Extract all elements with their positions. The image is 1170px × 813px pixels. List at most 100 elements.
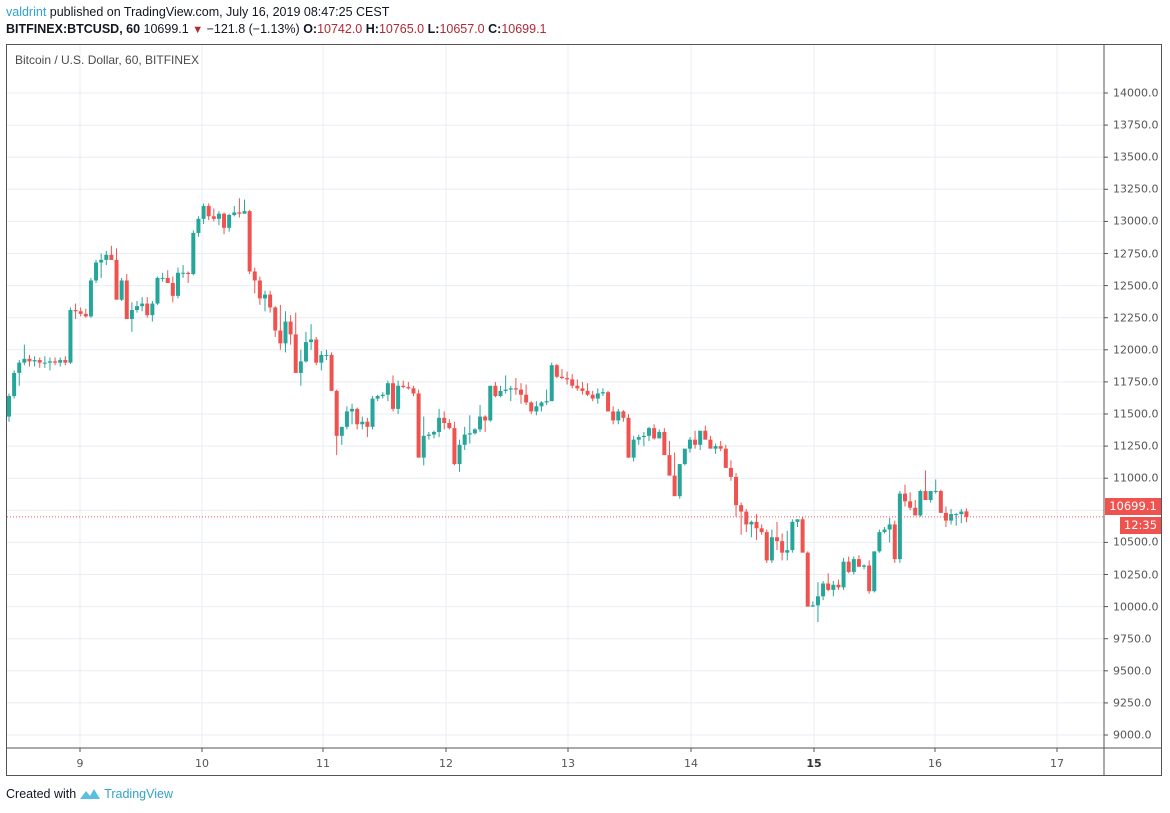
chart-legend: Bitcoin / U.S. Dollar, 60, BITFINEX [15, 53, 200, 67]
candle [800, 519, 805, 553]
candle [918, 491, 923, 516]
candle [298, 361, 303, 373]
candle [365, 421, 370, 427]
candle [63, 360, 68, 363]
candle [723, 448, 728, 468]
candle [626, 417, 631, 458]
candle [897, 493, 902, 560]
price-tick-label: 10250.0 [1113, 568, 1159, 581]
candle [94, 262, 99, 281]
candle [682, 448, 687, 465]
candle [887, 524, 892, 530]
candle [810, 605, 815, 607]
candle [334, 390, 339, 436]
candle [826, 583, 831, 590]
candle [606, 392, 611, 412]
published-text: published on TradingView.com, July 16, 2… [49, 5, 390, 19]
candle [58, 360, 63, 363]
candle [314, 339, 319, 363]
candle [339, 426, 344, 436]
candle [575, 385, 580, 389]
candle [554, 365, 559, 377]
candle [672, 475, 677, 497]
candle [862, 565, 867, 567]
candle [401, 385, 406, 388]
time-tick-label: 11 [316, 757, 330, 770]
candle [140, 303, 145, 307]
candle [595, 393, 600, 399]
candle [611, 411, 616, 421]
candle [129, 309, 134, 319]
price-tick-label: 13500.0 [1113, 150, 1159, 164]
header-line-1: valdrint published on TradingView.com, J… [6, 5, 389, 19]
candle [841, 561, 846, 588]
candle [493, 385, 498, 397]
author-link[interactable]: valdrint [6, 5, 47, 19]
candle [273, 307, 278, 331]
time-tick-label: 17 [1050, 757, 1064, 770]
candle [170, 283, 175, 296]
candle [201, 205, 206, 219]
candle [641, 435, 646, 438]
candle [549, 365, 554, 402]
chart-frame [6, 44, 1162, 776]
price-tick-label: 13250.0 [1113, 182, 1159, 196]
candle [616, 411, 621, 421]
symbol: BITFINEX:BTCUSD, 60 [6, 22, 141, 36]
candle [211, 216, 216, 219]
candle [867, 565, 872, 592]
candle [693, 439, 698, 445]
candle [585, 390, 590, 395]
candle [257, 280, 262, 299]
candle [708, 439, 713, 449]
price-tick-label: 12000.0 [1113, 343, 1159, 357]
last-price: 10699.1 [143, 22, 189, 36]
candle [88, 280, 93, 317]
tradingview-link[interactable]: TradingView [104, 787, 173, 801]
time-tick-label: 15 [806, 757, 822, 770]
high-value: 10765.0 [378, 22, 425, 36]
candle [319, 354, 324, 363]
candle [278, 330, 283, 344]
candle [17, 362, 22, 373]
candle [524, 394, 529, 403]
candle [846, 561, 851, 572]
candle [145, 303, 150, 316]
price-tick-label: 12750.0 [1113, 247, 1159, 260]
candle [191, 232, 196, 275]
candle [631, 439, 636, 458]
price-tick-label: 13750.0 [1113, 118, 1159, 132]
candle [447, 422, 452, 429]
candle [324, 354, 329, 356]
candle [882, 529, 887, 533]
candle [472, 429, 477, 434]
candle [283, 321, 288, 344]
candle [590, 394, 595, 399]
price-tick-label: 9750.0 [1113, 632, 1152, 646]
candle [237, 212, 242, 214]
candle [657, 431, 662, 439]
open-label: O: [303, 22, 318, 36]
candle [150, 303, 155, 316]
candle [288, 321, 293, 335]
candle [42, 362, 47, 364]
candle [713, 446, 718, 449]
candle [293, 334, 298, 373]
candle [380, 394, 385, 397]
candle [503, 389, 508, 391]
candle [375, 396, 380, 399]
candle [821, 583, 826, 597]
candle [222, 213, 227, 228]
candle [739, 505, 744, 512]
candle [391, 383, 395, 409]
high-label: H: [365, 22, 379, 36]
candle [160, 277, 165, 279]
candle [539, 402, 544, 407]
candle [795, 519, 800, 522]
candle [687, 439, 692, 449]
candle [216, 213, 221, 219]
price-tick-label: 12250.0 [1113, 311, 1159, 325]
candle [437, 417, 442, 432]
candle [754, 521, 759, 529]
